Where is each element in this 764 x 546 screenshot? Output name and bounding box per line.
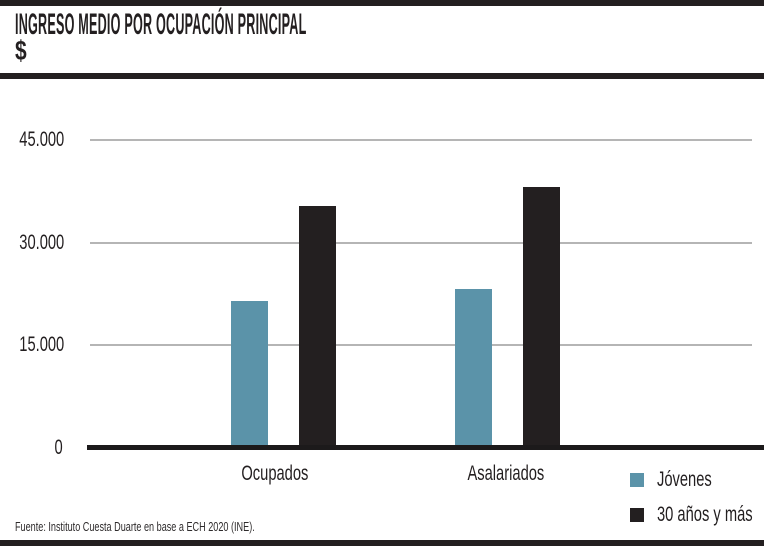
chart-title: INGRESO MEDIO POR OCUPACIÓN PRINCIPAL (15, 8, 307, 41)
chart-subtitle: $ (15, 35, 27, 66)
source-note: Fuente: Instituto Cuesta Duarte en base … (15, 519, 255, 534)
legend-item-30-anos-y-mas: 30 años y más (630, 504, 764, 526)
category-label-asalariados: Asalariados (467, 462, 545, 485)
bar-jovenes-asalariados (455, 289, 492, 448)
gridline-15-000 (90, 344, 752, 347)
y-tick-label-0: 0 (54, 436, 63, 459)
legend-swatch-jovenes (630, 473, 644, 487)
top-border (0, 0, 764, 6)
bottom-border (0, 540, 764, 546)
gridline-45-000 (90, 139, 752, 141)
x-axis-line (87, 445, 764, 450)
y-tick-label-30-000: 30.000 (19, 230, 65, 254)
y-tick-label-45-000: 45.000 (19, 128, 65, 151)
gridline-30-000 (90, 241, 752, 244)
header-divider (0, 73, 764, 79)
legend-swatch-30-anos-y-mas (630, 508, 644, 522)
bar-30-anos-y-mas-ocupados (299, 206, 336, 448)
legend-label-30-anos-y-mas: 30 años y más (657, 503, 753, 526)
y-tick-label-15-000: 15.000 (19, 333, 65, 357)
legend-item-jovenes: Jóvenes (630, 469, 764, 491)
bar-30-anos-y-mas-asalariados (523, 187, 560, 448)
legend-label-jovenes: Jóvenes (657, 468, 712, 491)
category-label-ocupados: Ocupados (241, 462, 309, 485)
legend: Jóvenes 30 años y más (630, 469, 764, 539)
bar-jovenes-ocupados (231, 301, 268, 448)
